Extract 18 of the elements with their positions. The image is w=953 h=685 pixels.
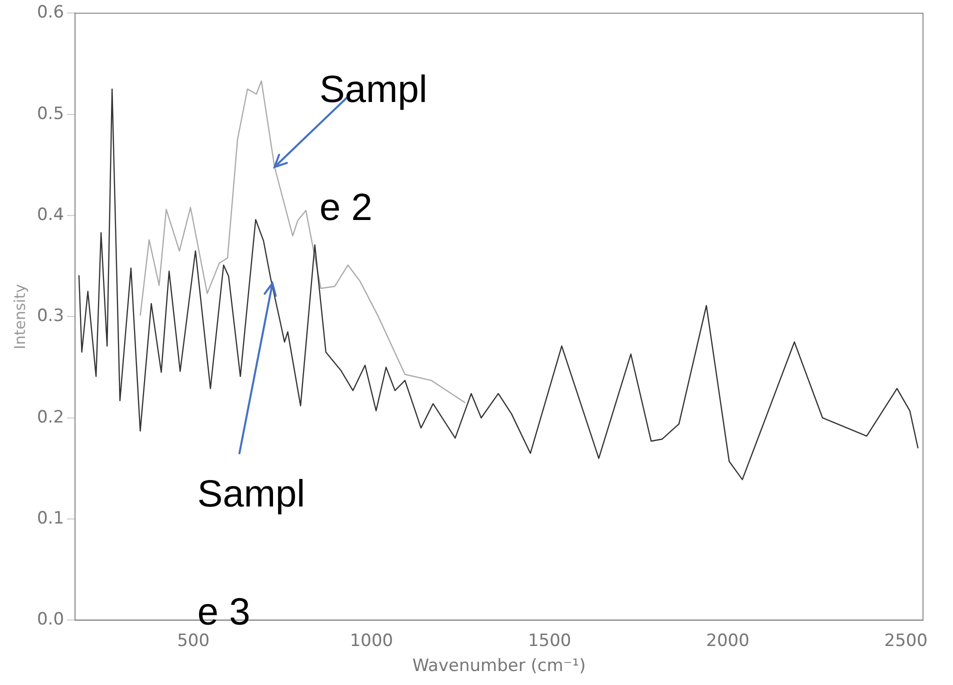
x-tick-label: 1500	[528, 630, 572, 651]
x-tick-label: 2500	[884, 630, 928, 651]
y-tick-label: 0.6	[36, 2, 64, 23]
x-tick-label: 500	[177, 630, 210, 651]
y-tick-label: 0.1	[36, 508, 64, 528]
y-tick-label: 0.3	[36, 306, 64, 326]
y-tick-label: 0.0	[36, 610, 64, 630]
y-tick-label: 0.2	[36, 407, 64, 428]
x-axis-title: Wavenumber (cm⁻¹)	[412, 656, 586, 676]
y-tick-label: 0.4	[36, 204, 64, 225]
x-tick-label: 2000	[706, 630, 750, 651]
annotation: Sampl	[320, 68, 428, 111]
annotation: Sampl	[197, 473, 306, 516]
x-tick-label: 1000	[350, 630, 394, 651]
annotation: e 2	[320, 186, 372, 229]
y-axis-title: Intensity	[10, 284, 29, 350]
annotation: e 3	[197, 591, 250, 634]
y-tick-label: 0.5	[36, 104, 64, 124]
